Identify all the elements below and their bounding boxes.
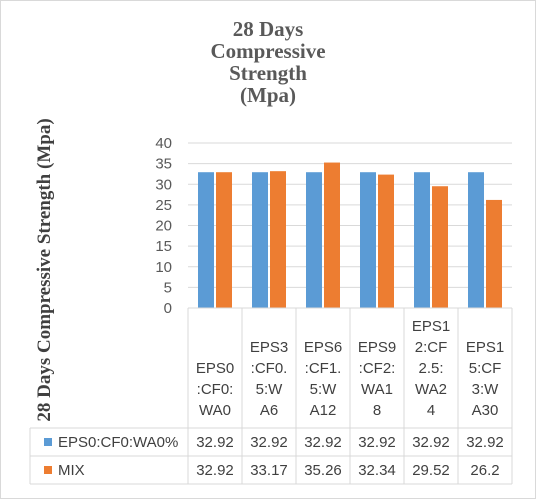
x-category-label: A30 [472,402,499,419]
data-table-value: 32.92 [304,434,342,451]
x-category-label: 2:CF [415,339,448,356]
x-category-label: 2.5: [418,360,443,377]
chart-title-line: (Mpa) [240,83,296,107]
bar-baseline [306,172,322,308]
x-category-label: A6 [260,402,278,419]
bar-mix [378,174,394,308]
y-tick-label: 20 [155,218,172,235]
x-category-label: WA1 [361,381,393,398]
x-category-label: EPS6 [304,339,342,356]
data-table-value: 26.2 [470,462,499,479]
x-category-label: WA0 [199,402,231,419]
x-category-label: 8 [373,402,381,419]
x-category-label: 4 [427,402,435,419]
x-category-label: :CF2: [359,360,396,377]
y-tick-label: 15 [155,238,172,255]
x-category-label: A12 [310,402,337,419]
data-table-value: 32.92 [466,434,504,451]
bar-mix [270,171,286,308]
bar-mix [324,162,340,308]
x-category-label: EPS1 [466,339,504,356]
y-tick-label: 10 [155,259,172,276]
x-category-label: :CF0: [197,381,234,398]
x-category-label: 5:W [310,381,338,398]
x-category-label: EPS3 [250,339,288,356]
data-table-value: 32.92 [196,462,234,479]
y-tick-label: 40 [155,135,172,152]
bar-mix [216,172,232,308]
x-category-label: :CF0. [251,360,288,377]
x-category-label: EPS0 [196,360,234,377]
data-table-value: 33.17 [250,462,288,479]
x-category-label: 3:W [472,381,500,398]
x-category-label: 5:CF [469,360,502,377]
data-table-value: 32.92 [250,434,288,451]
data-table-value: 29.52 [412,462,450,479]
legend-swatch [44,466,52,474]
x-category-label: :CF1. [305,360,342,377]
data-table-value: 32.92 [412,434,450,451]
bar-baseline [360,172,376,308]
data-table-value: 32.34 [358,462,396,479]
bar-baseline [468,172,484,308]
x-category-label: EPS1 [412,318,450,335]
legend-label: MIX [58,462,85,479]
x-category-label: 5:W [256,381,284,398]
y-tick-label: 5 [164,279,172,296]
bar-baseline [198,172,214,308]
chart-title-line: Strength [229,61,307,85]
y-tick-label: 25 [155,197,172,214]
legend-label: EPS0:CF0:WA0% [58,434,178,451]
bar-baseline [414,172,430,308]
y-tick-label: 30 [155,176,172,193]
data-table-value: 35.26 [304,462,342,479]
data-table-value: 32.92 [358,434,396,451]
bar-baseline [252,172,268,308]
x-category-label: WA2 [415,381,447,398]
bar-mix [486,199,502,308]
x-category-label: EPS9 [358,339,396,356]
legend-swatch [44,438,52,446]
y-tick-label: 0 [164,300,172,317]
chart-title-line: 28 Days [233,17,304,41]
y-axis-label: 28 Days Compressive Strength (Mpa) [34,118,55,421]
data-table-value: 32.92 [196,434,234,451]
bar-mix [432,186,448,308]
y-tick-label: 35 [155,156,172,173]
chart-title-line: Compressive [210,39,325,63]
